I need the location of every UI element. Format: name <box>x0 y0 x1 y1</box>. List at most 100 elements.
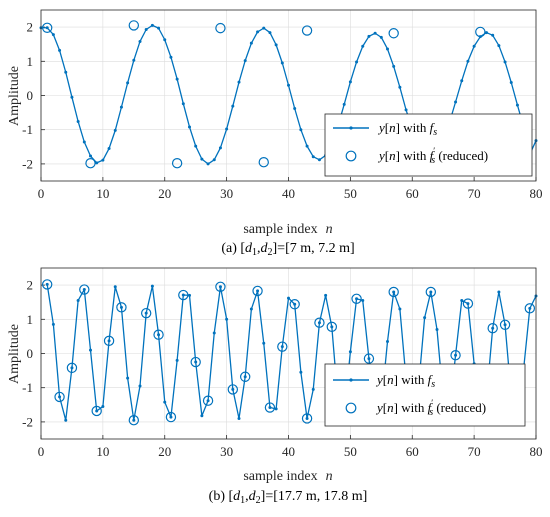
reduced-sample-marker-b <box>363 353 375 364</box>
legend-a-e2-prime: ′ <box>433 146 435 156</box>
ticks-a: 0 10 20 30 40 50 60 70 80 -2 -1 0 1 2 <box>22 20 542 201</box>
legend-b-dot-swatch <box>349 378 353 382</box>
reduced-sample-marker-a <box>301 25 313 36</box>
data-point-a <box>169 55 173 59</box>
tick-label-x-a: 0 <box>38 186 45 201</box>
data-point-b <box>330 325 334 329</box>
data-point-a <box>497 44 501 48</box>
legend-a-e2-y: y <box>377 148 385 163</box>
legend-b-e2-with: with <box>398 400 428 415</box>
legend-b-e2-y: y <box>375 400 383 415</box>
tick-label-x-b: 10 <box>96 444 109 459</box>
data-point-a <box>126 81 130 85</box>
data-point-a <box>163 38 167 42</box>
data-point-a <box>243 59 247 63</box>
data-point-b <box>367 357 371 361</box>
reduced-sample-marker-a <box>41 22 53 33</box>
legend-a-e1-with: with <box>400 120 430 135</box>
caption-b-rest: ]=[17.7 m, 17.8 m] <box>261 489 368 504</box>
reduced-sample-marker-b <box>116 302 127 313</box>
legend-a-e1-f: f <box>430 120 436 135</box>
data-point-a <box>503 60 507 64</box>
caption-a-prefix: (a) [ <box>221 241 245 256</box>
reduced-sample-marker-b <box>499 319 511 330</box>
data-point-b <box>132 418 136 422</box>
data-point-a <box>200 157 204 161</box>
xlabel-b: sample index n <box>243 469 332 484</box>
reduced-sample-marker-b <box>252 285 263 297</box>
reduced-sample-marker-b <box>202 395 214 406</box>
reduced-sample-marker-b <box>103 335 115 347</box>
legend-a-entry-2: y[n] with f′ s (reduced) <box>377 146 488 166</box>
legend-b-e1-f: f <box>428 372 434 387</box>
data-point-b <box>423 316 427 320</box>
data-point-a <box>138 39 142 43</box>
reduced-sample-marker-b <box>165 411 177 423</box>
tick-label-y-b: 1 <box>27 312 34 327</box>
data-point-b <box>64 418 68 422</box>
axes-box-a <box>40 9 537 182</box>
data-point-b <box>348 350 352 354</box>
reduced-sample-marker-a <box>85 158 96 169</box>
reduced-sample-marker-b <box>425 286 437 298</box>
legend-a-e2-n: n <box>389 148 396 163</box>
tick-label-x-a: 60 <box>406 186 419 201</box>
data-point-b <box>528 306 532 310</box>
legend-b-e2-suffix: (reduced) <box>433 400 486 415</box>
reduced-sample-marker-a <box>171 158 183 169</box>
caption-b-d1: d <box>233 489 241 504</box>
legend-b-e1-n: n <box>387 372 394 387</box>
data-point-b <box>218 285 222 289</box>
data-point-b <box>262 341 266 345</box>
legend-b-e1-y: y <box>375 372 383 387</box>
reduced-sample-marker-b <box>462 298 474 309</box>
data-point-a <box>231 104 235 108</box>
data-point-a <box>101 158 105 162</box>
reduced-sample-marker-b <box>79 284 90 295</box>
data-point-b <box>268 406 272 410</box>
reduced-sample-marker-b <box>326 321 338 333</box>
legend-a-e2-f: f <box>430 148 436 163</box>
data-point-b <box>429 290 433 294</box>
data-point-a <box>398 85 402 89</box>
data-point-a <box>107 147 111 151</box>
tick-label-x-b: 50 <box>344 444 357 459</box>
legend-b-e2-bo: [ <box>383 400 387 415</box>
reduced-sample-marker-b <box>239 371 251 382</box>
legend-b-e1-sub: s <box>431 379 435 390</box>
reduced-sample-marker-b <box>215 281 226 293</box>
data-point-b <box>256 289 260 293</box>
data-point-a <box>373 31 377 35</box>
caption-b-comma: , <box>245 489 249 504</box>
ticks-b: 0 10 20 30 40 50 60 70 80 -2 -1 0 1 2 <box>22 278 542 459</box>
legend-a-e2-sub: s <box>431 155 435 166</box>
reduced-sample-marker-a <box>388 28 399 39</box>
data-point-b <box>126 376 130 380</box>
tick-label-y-b: 2 <box>27 278 34 293</box>
legend-a-e1-bo: [ <box>385 120 389 135</box>
legend-a-e2-suffix: (reduced) <box>435 148 488 163</box>
legend-a-circle-swatch <box>345 150 357 162</box>
data-point-a <box>262 26 266 30</box>
data-point-a <box>188 125 191 129</box>
data-point-a <box>144 27 148 31</box>
data-point-b <box>175 358 179 362</box>
legend-b-e2-n: n <box>387 400 394 415</box>
data-point-b <box>386 340 389 344</box>
legend-a-e1-bc: ] <box>396 120 400 135</box>
data-point-b <box>287 296 290 300</box>
data-point-b <box>317 321 321 325</box>
data-point-a <box>45 26 49 30</box>
data-point-a <box>150 23 154 27</box>
legend-b-e2-sub: s <box>429 407 433 418</box>
data-point-b <box>305 416 309 420</box>
data-point-b <box>157 333 161 337</box>
data-point-a <box>386 47 389 51</box>
xlabel-a: sample index n <box>243 222 332 237</box>
reduced-sample-marker-b <box>140 307 152 319</box>
reduced-sample-marker-b <box>91 405 102 417</box>
tick-label-x-b: 60 <box>406 444 419 459</box>
data-point-b <box>82 288 86 292</box>
tick-label-x-b: 80 <box>530 444 543 459</box>
